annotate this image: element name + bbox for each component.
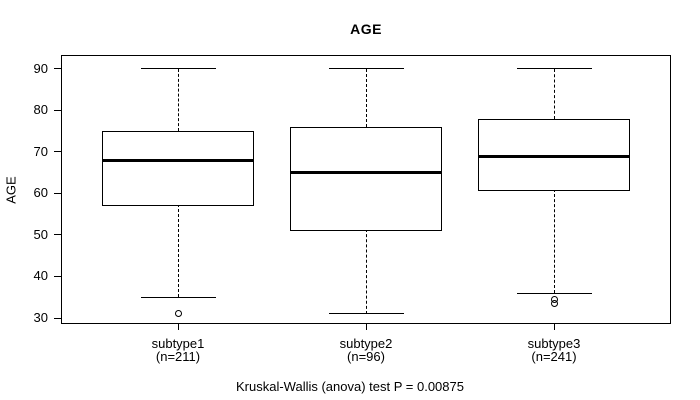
upper-whisker-cap (329, 68, 404, 70)
x-axis-tick (178, 323, 179, 330)
group-label: subtype1 (n=211) (108, 337, 248, 363)
chart-title: AGE (350, 21, 382, 37)
upper-whisker (366, 68, 367, 127)
y-axis-tick (54, 317, 62, 319)
median-line (103, 158, 253, 162)
y-axis-tick-label: 30 (33, 310, 48, 326)
y-axis-tick (54, 234, 62, 236)
group-label: subtype2 (n=96) (296, 337, 436, 363)
lower-whisker-cap (141, 296, 216, 298)
iqr-box (102, 131, 254, 206)
upper-whisker-cap (517, 68, 592, 70)
x-axis-tick (554, 323, 555, 330)
lower-whisker (554, 189, 555, 294)
y-axis-tick-label: 60 (33, 185, 48, 201)
group-n-count: (n=241) (531, 349, 577, 364)
stat-test-caption: Kruskal-Wallis (anova) test P = 0.00875 (236, 379, 464, 394)
y-axis-tick (54, 109, 62, 111)
group-n-count: (n=96) (347, 349, 385, 364)
group-n-count: (n=211) (155, 349, 201, 364)
y-axis-tick-label: 80 (33, 102, 48, 118)
median-line (291, 171, 441, 175)
y-axis-tick-label: 70 (33, 143, 48, 159)
iqr-box (290, 127, 442, 231)
lower-whisker (366, 228, 367, 314)
upper-whisker-cap (141, 68, 216, 70)
y-axis-tick-label: 90 (33, 60, 48, 76)
outlier-point (550, 299, 558, 307)
group-name: subtype2 (339, 336, 393, 351)
upper-whisker (178, 68, 179, 132)
plot-area: 30 40 50 60 70 80 90 subtype1 (n=211) subtype2 (n=… (34, 55, 671, 363)
y-axis-tick (54, 151, 62, 153)
group-name: subtype3 (527, 336, 581, 351)
lower-whisker-cap (517, 292, 592, 294)
y-axis-tick-label: 50 (33, 226, 48, 242)
y-axis-tick (54, 275, 62, 277)
median-line (479, 154, 629, 158)
upper-whisker (554, 68, 555, 119)
y-axis-tick-label: 40 (33, 268, 48, 284)
y-axis-tick (54, 68, 62, 70)
x-axis-tick (366, 323, 367, 330)
lower-whisker (178, 203, 179, 298)
outlier-point (174, 310, 182, 318)
y-axis-tick (54, 192, 62, 194)
group-label: subtype3 (n=241) (484, 337, 624, 363)
lower-whisker-cap (329, 313, 404, 315)
group-name: subtype1 (151, 336, 205, 351)
